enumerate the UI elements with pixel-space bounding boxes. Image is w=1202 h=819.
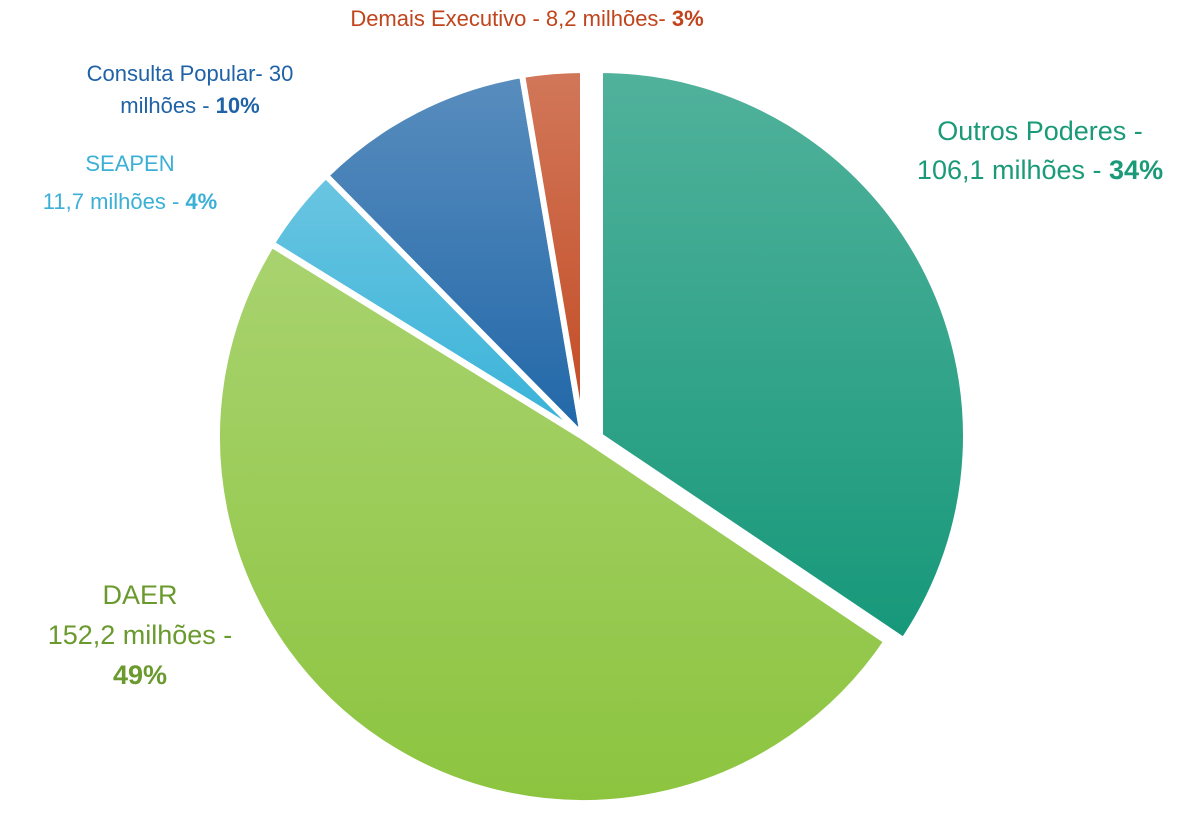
percent-label: 34% bbox=[1109, 155, 1163, 185]
percent-label: 49% bbox=[113, 660, 167, 690]
percent-label: 3% bbox=[672, 6, 704, 31]
pie-slice bbox=[597, 67, 969, 644]
label-text: milhões - bbox=[120, 93, 215, 118]
percent-label: 10% bbox=[216, 93, 260, 118]
label-text: SEAPEN bbox=[85, 151, 174, 176]
label-text: Outros Poderes - bbox=[937, 116, 1143, 146]
percent-label: 4% bbox=[185, 189, 217, 214]
pie-slice bbox=[519, 67, 586, 439]
slice-label: 106,1 milhões - 34% bbox=[917, 155, 1163, 185]
pie-slice bbox=[214, 241, 890, 806]
slice-label: DAER bbox=[102, 580, 177, 610]
slice-label: Outros Poderes - bbox=[937, 116, 1143, 146]
label-text: Demais Executivo - 8,2 milhões- bbox=[350, 6, 672, 31]
pie-slice bbox=[322, 72, 586, 439]
slice-label: SEAPEN bbox=[85, 151, 174, 176]
label-text: 106,1 milhões - bbox=[917, 155, 1109, 185]
slice-label: Demais Executivo - 8,2 milhões- 3% bbox=[350, 6, 703, 31]
label-text: 11,7 milhões - bbox=[43, 189, 186, 214]
label-text: 152,2 milhões - bbox=[48, 620, 233, 650]
slice-label: Consulta Popular- 30 bbox=[87, 61, 294, 86]
slice-label: milhões - 10% bbox=[120, 93, 259, 118]
slice-label: 11,7 milhões - 4% bbox=[43, 189, 217, 214]
label-text: DAER bbox=[102, 580, 177, 610]
label-text: Consulta Popular- 30 bbox=[87, 61, 294, 86]
slice-label: 152,2 milhões - bbox=[48, 620, 233, 650]
